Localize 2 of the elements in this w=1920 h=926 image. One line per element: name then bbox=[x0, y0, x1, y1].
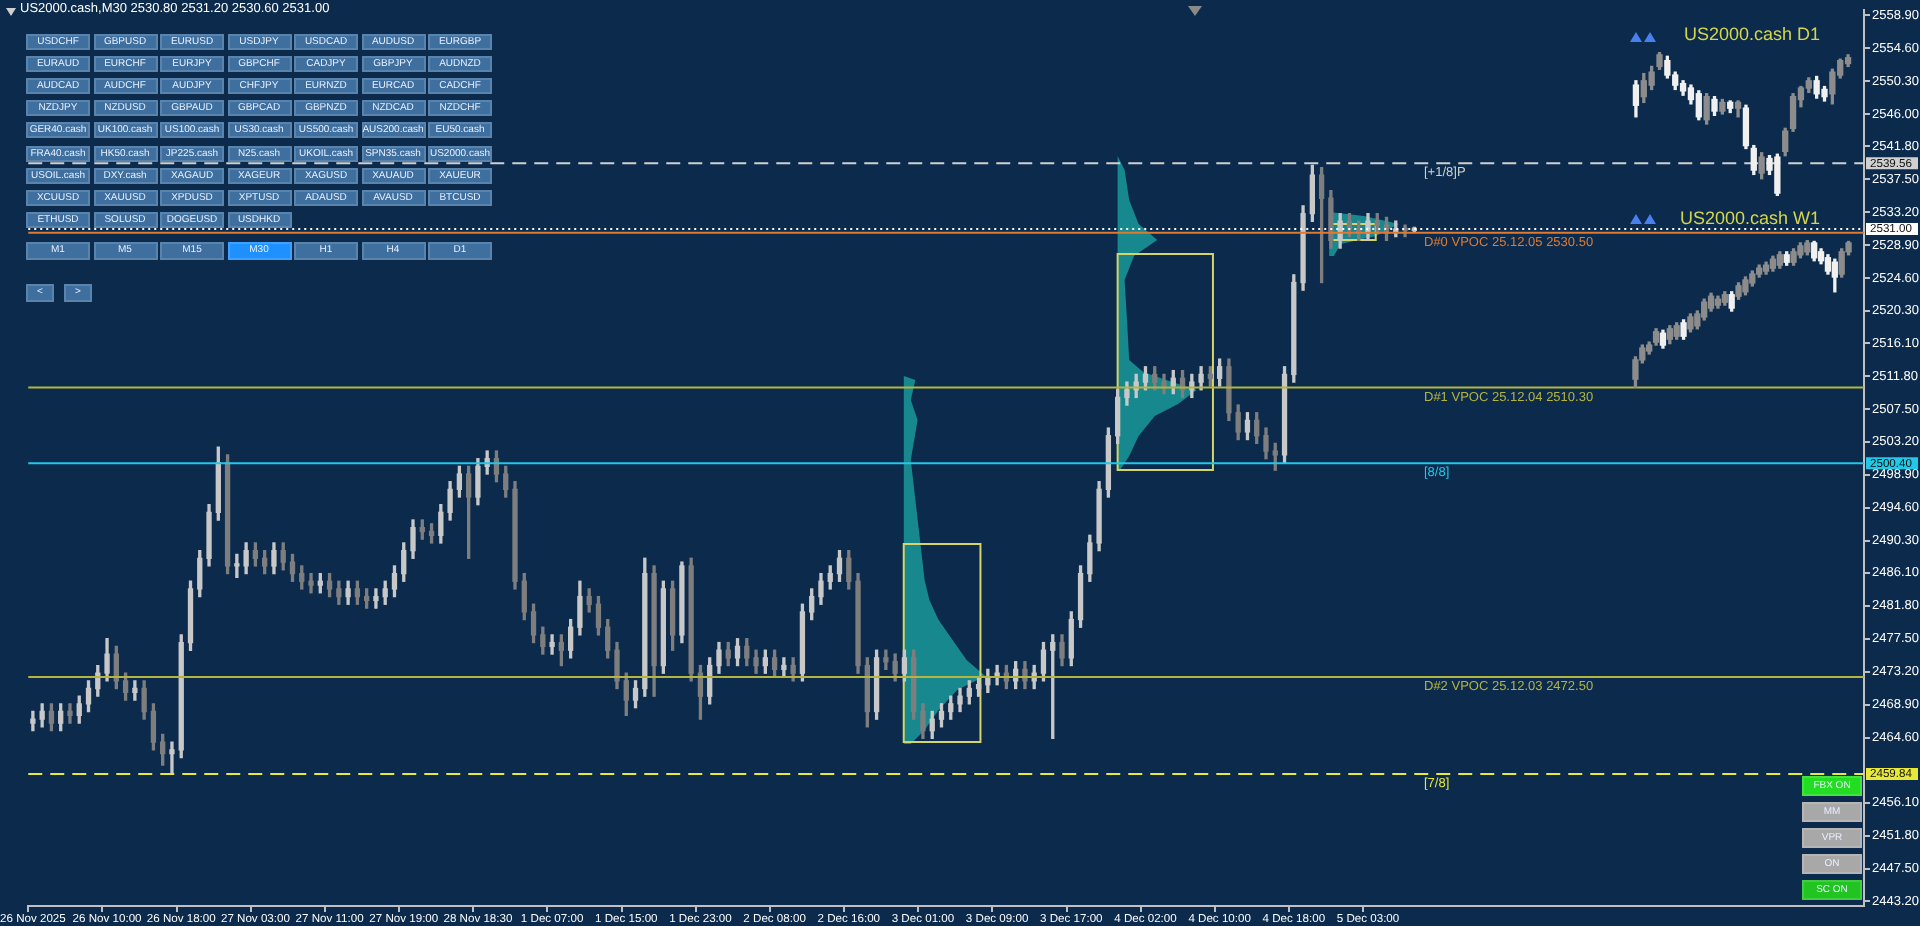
chart-title: US2000.cash D1 bbox=[1684, 24, 1821, 46]
chart-title: US2000.cash W1 bbox=[1680, 208, 1821, 230]
